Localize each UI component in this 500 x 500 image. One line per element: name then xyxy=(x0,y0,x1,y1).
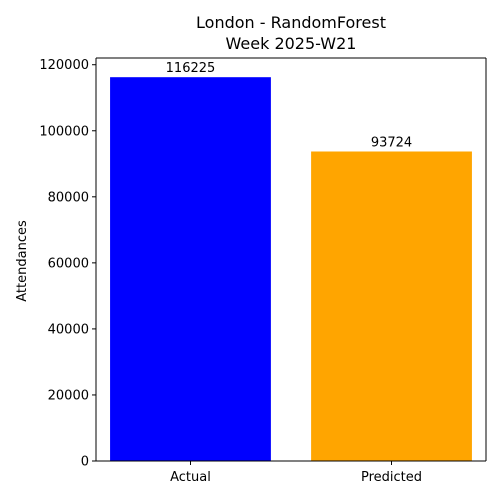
chart-title-line-1: London - RandomForest xyxy=(196,13,386,32)
bar-predicted xyxy=(311,151,472,461)
x-tick-label-actual: Actual xyxy=(170,470,211,485)
y-tick-label-20000: 20000 xyxy=(48,388,89,403)
y-tick-label-60000: 60000 xyxy=(48,256,89,271)
y-tick-label-80000: 80000 xyxy=(48,190,89,205)
bar-value-label-actual: 116225 xyxy=(166,61,216,76)
y-axis-label: Attendances xyxy=(15,220,30,302)
x-tick-label-predicted: Predicted xyxy=(361,470,422,485)
bar-value-label-predicted: 93724 xyxy=(371,135,412,150)
y-tick-label-0: 0 xyxy=(81,455,89,470)
plot-area: 116225 Actual 93724 Predicted 0 20000 40000 600… xyxy=(39,57,487,485)
y-tick-label-120000: 120000 xyxy=(39,58,89,73)
bar-actual xyxy=(110,77,271,461)
y-tick-label-40000: 40000 xyxy=(48,322,89,337)
y-tick-label-100000: 100000 xyxy=(39,124,89,139)
chart-title-line-2: Week 2025-W21 xyxy=(226,34,357,53)
